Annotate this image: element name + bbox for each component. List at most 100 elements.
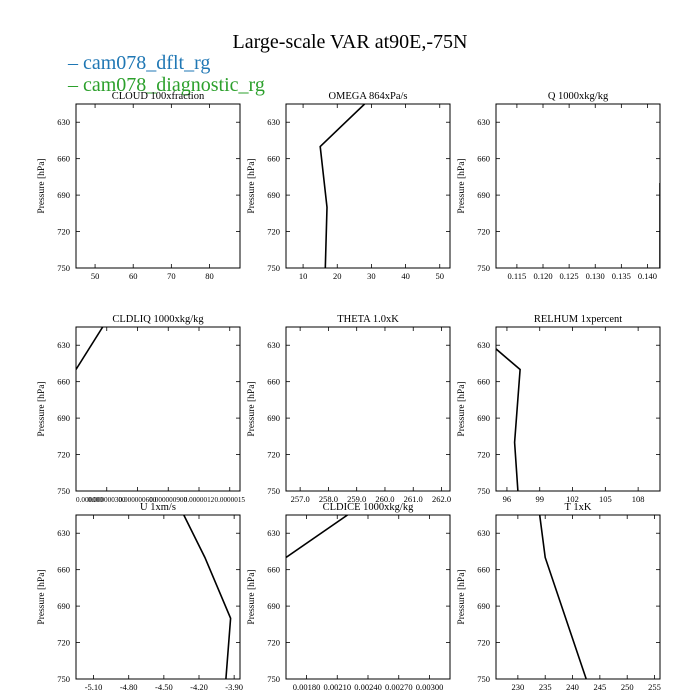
x-tick-label: 0.00210 (323, 682, 351, 692)
x-tick-label: 0.000000900 (149, 496, 187, 504)
x-tick-label: 240 (566, 682, 579, 692)
x-tick-label: 0.0000012 (184, 496, 215, 504)
panel-6: RELHUM 1xpercent Pressure [hPa] 630 660 690 7… (457, 314, 661, 504)
y-tick-label: 630 (57, 528, 70, 538)
y-tick-label: 750 (57, 263, 70, 273)
y-axis-label: Pressure [hPa] (247, 569, 257, 624)
x-tick-label: 99 (535, 494, 544, 504)
y-tick-label: 630 (477, 117, 490, 127)
legend-entry-dflt: – cam078_dflt_rg (68, 52, 210, 74)
panel-7: U 1xm/s Pressure [hPa] 630 660 690 720 750 -5.1… (37, 502, 243, 692)
panel-frame (75, 326, 241, 492)
y-axis-label: Pressure [hPa] (37, 158, 47, 213)
x-tick-label: 20 (333, 271, 342, 281)
panel-title: CLDLIQ 1000xkg/kg (112, 314, 204, 325)
x-tick-label: 0.000000600 (119, 496, 157, 504)
figure-title: Large-scale VAR at90E,-75N (232, 31, 468, 53)
y-tick-label: 750 (57, 486, 70, 496)
panel-8: CLDICE 1000xkg/kg Pressure [hPa] 630 660 690… (247, 502, 451, 692)
y-tick-label: 690 (267, 601, 280, 611)
x-tick-label: 0.120 (533, 271, 552, 281)
x-tick-label: 245 (593, 682, 606, 692)
y-tick-label: 690 (267, 190, 280, 200)
series-line (286, 515, 348, 559)
y-tick-label: 750 (57, 674, 70, 684)
y-tick-label: 720 (267, 450, 280, 460)
y-tick-label: 750 (267, 263, 280, 273)
x-tick-label: 96 (503, 494, 512, 504)
panel-frame (495, 103, 661, 269)
panel-1: CLOUD 100xfraction Pressure [hPa] 630 660 69… (37, 91, 241, 281)
y-tick-label: 690 (477, 601, 490, 611)
x-tick-label: 0.140 (638, 271, 657, 281)
panel-frame (75, 514, 241, 680)
y-tick-label: 630 (267, 117, 280, 127)
panel-frame (285, 103, 451, 269)
series-line (538, 515, 587, 679)
legend-entry-diagnostic: – cam078_diagnostic_rg (68, 74, 265, 96)
y-axis-label: Pressure [hPa] (37, 569, 47, 624)
y-tick-label: 630 (477, 528, 490, 538)
y-axis-label: Pressure [hPa] (457, 569, 467, 624)
panel-title: T 1xK (565, 502, 592, 513)
x-tick-label: 0.125 (560, 271, 579, 281)
y-tick-label: 720 (57, 227, 70, 237)
panel-title: CLDICE 1000xkg/kg (323, 502, 414, 513)
x-tick-label: 108 (632, 494, 645, 504)
x-tick-label: -4.50 (155, 682, 173, 692)
panel-3: Q 1000xkg/kg Pressure [hPa] 630 660 690 720 75… (457, 91, 661, 281)
x-tick-label: 0.000000 (76, 496, 103, 504)
panel-4: CLDLIQ 1000xkg/kg Pressure [hPa] 630 660 690… (37, 314, 245, 504)
x-tick-label: 30 (367, 271, 376, 281)
y-tick-label: 690 (57, 601, 70, 611)
x-tick-label: 261.0 (404, 494, 423, 504)
panel-2: OMEGA 864xPa/s Pressure [hPa] 630 660 690 720… (247, 91, 451, 281)
x-tick-label: 257.0 (291, 494, 310, 504)
x-tick-label: 260.0 (375, 494, 394, 504)
y-tick-label: 690 (477, 190, 490, 200)
y-tick-label: 720 (57, 450, 70, 460)
x-tick-label: 0.0000015 (214, 496, 245, 504)
y-tick-label: 660 (477, 377, 490, 387)
panel-frame (495, 326, 661, 492)
y-tick-label: 720 (57, 638, 70, 648)
panel-title: OMEGA 864xPa/s (328, 91, 407, 102)
y-tick-label: 630 (477, 340, 490, 350)
panel-title: Q 1000xkg/kg (548, 91, 609, 102)
x-tick-label: -3.90 (225, 682, 243, 692)
x-tick-label: 255 (648, 682, 661, 692)
legend-entry-diagnostic-label: – cam078_diagnostic_rg (68, 74, 265, 96)
x-tick-label: 80 (205, 271, 214, 281)
y-tick-label: 720 (267, 638, 280, 648)
y-axis-label: Pressure [hPa] (37, 381, 47, 436)
x-tick-label: 235 (539, 682, 552, 692)
y-tick-label: 690 (267, 413, 280, 423)
panel-title: RELHUM 1xpercent (534, 314, 622, 325)
panel-frame (285, 326, 451, 492)
y-tick-label: 630 (267, 528, 280, 538)
x-tick-label: 0.00270 (385, 682, 413, 692)
x-tick-label: 50 (436, 271, 445, 281)
x-tick-label: -4.20 (190, 682, 208, 692)
y-tick-label: 660 (477, 565, 490, 575)
panel-title: U 1xm/s (140, 502, 176, 513)
y-tick-label: 720 (267, 227, 280, 237)
panel-frame (75, 103, 241, 269)
y-tick-label: 660 (57, 377, 70, 387)
x-tick-label: 259.0 (347, 494, 366, 504)
y-tick-label: 750 (477, 674, 490, 684)
y-tick-label: 690 (477, 413, 490, 423)
x-tick-label: 105 (599, 494, 612, 504)
x-tick-label: 0.135 (612, 271, 631, 281)
legend-entry-dflt-label: – cam078_dflt_rg (68, 52, 211, 74)
x-tick-label: 258.0 (319, 494, 338, 504)
x-tick-label: 0.00180 (293, 682, 321, 692)
y-axis-label: Pressure [hPa] (247, 158, 257, 213)
y-axis-label: Pressure [hPa] (457, 381, 467, 436)
x-tick-label: 0.130 (586, 271, 605, 281)
panel-5: THETA 1.0xK Pressure [hPa] 630 660 690 720 750… (247, 314, 451, 504)
y-tick-label: 660 (477, 154, 490, 164)
y-axis-label: Pressure [hPa] (457, 158, 467, 213)
x-tick-label: 0.00240 (354, 682, 382, 692)
